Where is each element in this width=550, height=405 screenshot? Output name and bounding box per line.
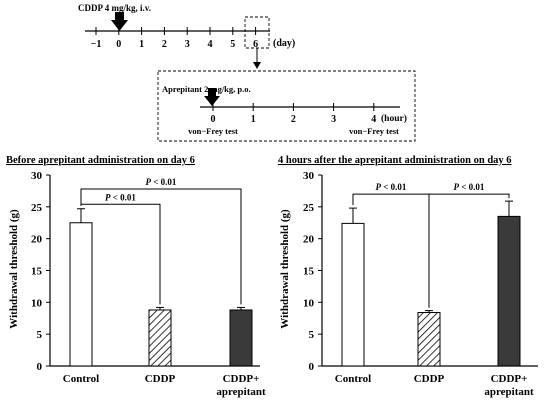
zoom-arrow-icon [253, 62, 261, 69]
bar-cddp [417, 312, 441, 367]
hour-tick-label: 3 [331, 114, 336, 125]
category-label: Control [63, 373, 99, 385]
y-tick-label: 25 [303, 202, 315, 214]
hour-tick-label: 2 [291, 114, 296, 125]
y-tick-label: 30 [31, 170, 43, 182]
significance-bracket [80, 203, 161, 305]
significance-bracket [80, 188, 242, 305]
bar-cddp [148, 309, 172, 367]
cddp-injection-arrow-icon [111, 12, 128, 31]
hour-tick-label: 4 [371, 114, 376, 125]
y-tick-label: 10 [303, 297, 315, 309]
hour-axis-ticks: 0 1 2 3 4 [211, 103, 376, 125]
y-tick-label: 20 [303, 234, 315, 246]
y-tick-label: 0 [37, 361, 43, 373]
y-tick-label: 15 [303, 266, 315, 278]
chart-before-aprepitant: Before aprepitant administration on day … [6, 155, 266, 398]
category-label: CDDP [414, 373, 445, 385]
aprepitant-injection-arrow-icon [204, 88, 220, 106]
y-tick-label: 30 [303, 170, 315, 182]
day-tick-label: 1 [139, 39, 144, 50]
y-axis-label: Withdrawal threshold (g) [8, 209, 20, 329]
significance-bracket [428, 193, 510, 308]
hour-unit-label: (hour) [381, 113, 407, 124]
y-tick-label: 25 [31, 202, 43, 214]
chart-after-aprepitant: 4 hours after the aprepitant administrat… [278, 155, 538, 398]
von-frey-test-label-end: von−Frey test [349, 126, 399, 136]
category-label: CDDP+ [491, 373, 528, 385]
day-tick-label: 0 [116, 39, 121, 50]
bar-control [69, 222, 93, 367]
category-label: aprepitant [216, 386, 266, 398]
timeline: CDDP 4 mg/kg, i.v. −1 0 1 2 3 4 5 6 (day) Aprep… [78, 3, 416, 142]
day-axis-ticks: −1 0 1 2 3 4 5 6 [91, 27, 258, 50]
category-label: CDDP [145, 373, 176, 385]
hour-inset-box [157, 70, 416, 142]
category-label: aprepitant [484, 386, 534, 398]
significance-label: P < 0.01 [376, 182, 407, 192]
significance-label: P < 0.01 [146, 177, 177, 187]
significance-label: P < 0.01 [454, 182, 485, 192]
y-tick-label: 20 [31, 234, 43, 246]
day-unit-label: (day) [273, 38, 295, 49]
significance-label: P < 0.01 [105, 192, 136, 202]
bar-cddp-aprepitant [229, 309, 253, 367]
y-tick-label: 15 [31, 266, 43, 278]
plot-area: 0 5 10 15 20 25 30 Control CDDP CDDP+aprepitant P … [31, 170, 266, 398]
y-tick-label: 5 [309, 329, 315, 341]
chart-title: 4 hours after the aprepitant administrat… [278, 155, 512, 166]
y-tick-label: 5 [37, 329, 43, 341]
y-tick-label: 10 [31, 297, 43, 309]
aprepitant-dose-label: Aprepitant 2 mg/kg, p.o. [162, 84, 251, 94]
hour-tick-label: 1 [251, 114, 256, 125]
bar-cddp-aprepitant [497, 215, 521, 367]
day-tick-label: −1 [91, 39, 102, 50]
hour-tick-label: 0 [211, 114, 216, 125]
day-tick-label: 5 [230, 39, 235, 50]
plot-area: 0 5 10 15 20 25 30 Control CDDP CDDP+aprepitant P … [303, 170, 538, 398]
category-label: CDDP+ [223, 373, 260, 385]
y-axis-label: Withdrawal threshold (g) [279, 209, 291, 329]
day-tick-label: 3 [185, 39, 190, 50]
chart-title: Before aprepitant administration on day … [6, 155, 195, 166]
category-label: Control [335, 373, 371, 385]
von-frey-test-label-start: von−Frey test [188, 126, 238, 136]
y-tick-label: 0 [309, 361, 315, 373]
day-tick-label: 2 [162, 39, 167, 50]
day-tick-label: 4 [208, 39, 213, 50]
cddp-dose-label: CDDP 4 mg/kg, i.v. [78, 3, 151, 13]
bar-control [341, 222, 365, 367]
day-tick-label: 6 [253, 39, 258, 50]
